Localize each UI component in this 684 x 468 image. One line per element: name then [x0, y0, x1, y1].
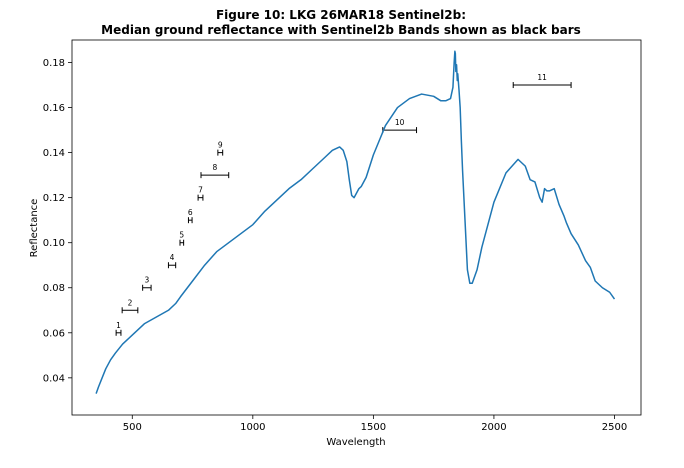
- x-tick-label: 2000: [481, 422, 506, 433]
- band-label: 8: [212, 163, 217, 172]
- x-tick-label: 1500: [361, 422, 386, 433]
- y-tick-label: 0.12: [43, 193, 65, 204]
- sentinel-bands: 1 2 3 4 5 6 7 8 9 10 11: [115, 73, 572, 336]
- band-label: 10: [395, 118, 405, 127]
- y-tick-label: 0.08: [43, 283, 65, 294]
- reflectance-series: [95, 50, 616, 394]
- band-label: 11: [537, 73, 547, 82]
- chart-title-line1: Figure 10: LKG 26MAR18 Sentinel2b:: [216, 8, 466, 22]
- y-tick-label: 0.10: [43, 238, 65, 249]
- band-label: 2: [128, 298, 133, 307]
- band-label: 6: [188, 208, 193, 217]
- y-axis-label: Reflectance: [29, 199, 40, 258]
- plot-area-frame: [71, 39, 642, 416]
- y-tick-label: 0.16: [43, 103, 65, 114]
- band-label: 3: [144, 276, 149, 285]
- band-label: 9: [218, 141, 223, 150]
- y-tick-label: 0.18: [43, 58, 65, 69]
- reflectance-line: [95, 50, 616, 394]
- band-label: 5: [179, 231, 184, 240]
- axis-ticks: 500 1000 1500 2000 2500 0.04 0.06 0.08 0.10 0.12 0…: [43, 58, 627, 433]
- y-tick-label: 0.14: [43, 148, 65, 159]
- x-tick-label: 500: [123, 422, 142, 433]
- y-tick-label: 0.06: [43, 328, 65, 339]
- band-label: 7: [198, 186, 203, 195]
- y-tick-label: 0.04: [43, 373, 65, 384]
- chart-title-line2: Median ground reflectance with Sentinel2…: [101, 23, 581, 37]
- x-tick-label: 1000: [240, 422, 265, 433]
- band-label: 1: [116, 321, 121, 330]
- band-label: 4: [170, 253, 175, 262]
- x-tick-label: 2500: [602, 422, 627, 433]
- x-axis-label: Wavelength: [326, 437, 385, 448]
